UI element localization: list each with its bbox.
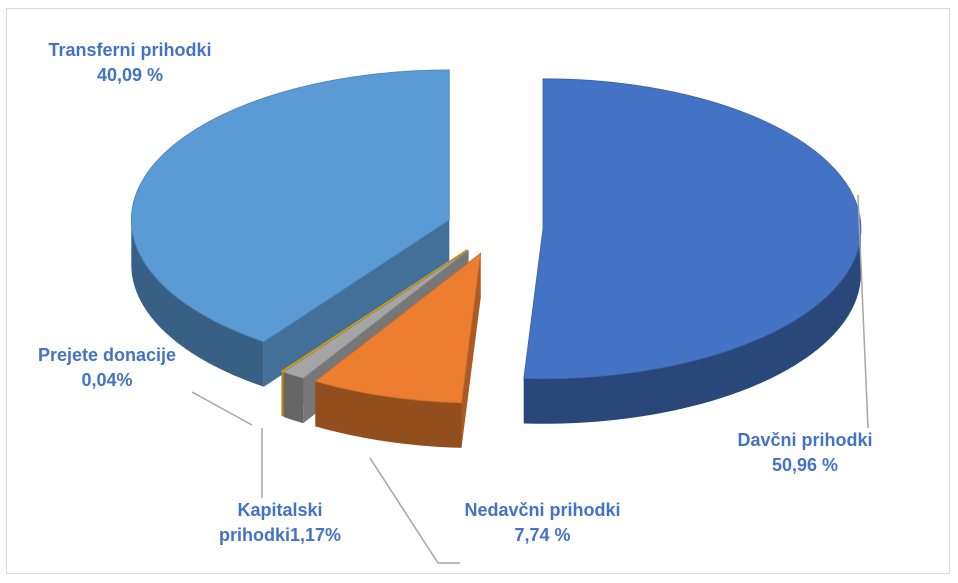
slice	[523, 78, 862, 380]
slice-cut-wall	[263, 219, 450, 387]
category-label: Transferni prihodki	[48, 40, 212, 60]
value-label: 40,09 %	[96, 65, 164, 85]
slice-side	[315, 381, 462, 448]
data-label: Kapitalski prihodki1,17%	[205, 498, 355, 548]
data-label: Davčni prihodki 50,96 %	[700, 428, 910, 478]
category-label: Nedavčni prihodki	[464, 500, 621, 520]
slice-side	[281, 371, 283, 417]
slice	[282, 249, 469, 379]
value-label: 7,74 %	[514, 525, 571, 545]
chart-frame	[6, 8, 950, 574]
value-label: 50,96 %	[771, 455, 839, 475]
slice	[314, 252, 482, 404]
data-label: Transferni prihodki 40,09 %	[45, 38, 215, 88]
data-label: Nedavčni prihodki 7,74 %	[460, 498, 625, 548]
leader-line	[857, 194, 869, 429]
value-label: 1,17%	[289, 525, 342, 545]
slice-side	[283, 372, 304, 424]
slice	[130, 69, 450, 343]
leader-line	[369, 457, 460, 564]
slice-side	[131, 219, 264, 387]
category-label: Prejete donacije	[37, 345, 177, 365]
leader-line	[191, 391, 253, 426]
category-label: Davčni prihodki	[737, 430, 873, 450]
data-label: Prejete donacije 0,04%	[22, 343, 192, 393]
slice-side	[523, 228, 861, 424]
category-label: Kapitalski prihodki	[218, 500, 323, 545]
value-label: 0,04%	[81, 370, 133, 390]
slice	[280, 249, 468, 372]
